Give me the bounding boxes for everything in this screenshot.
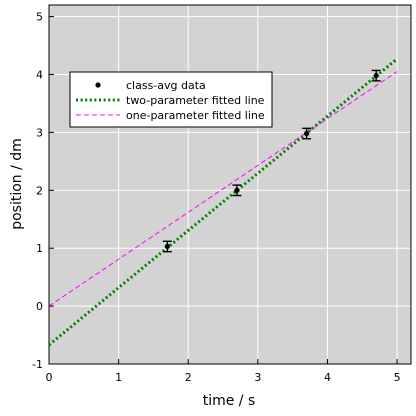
y-tick-label: 5	[36, 11, 43, 24]
y-tick-label: 0	[36, 300, 43, 313]
y-tick-label: 2	[36, 184, 43, 197]
legend-marker	[95, 82, 101, 88]
x-tick-label: 4	[324, 371, 331, 384]
fit-line	[48, 71, 398, 307]
legend-label: one-parameter fitted line	[126, 109, 265, 122]
y-axis-title: position / dm	[9, 138, 25, 230]
x-tick-label: 5	[394, 371, 401, 384]
y-tick-label: -1	[32, 358, 43, 371]
fit-line	[48, 57, 399, 347]
x-tick-label: 1	[115, 371, 122, 384]
x-tick-label: 3	[254, 371, 261, 384]
axes-frame	[48, 4, 412, 365]
x-axis-title: time / s	[203, 393, 256, 409]
x-tick-label: 2	[185, 371, 192, 384]
y-tick-label: 4	[36, 68, 43, 81]
data-point	[303, 130, 310, 137]
legend: class-avg data two-parameter fitted line o…	[69, 71, 273, 128]
x-tick-label: 0	[46, 371, 53, 384]
plot-area	[48, 4, 412, 365]
y-tick-label: 3	[36, 126, 43, 139]
data-point	[164, 243, 170, 250]
legend-label: two-parameter fitted line	[126, 94, 265, 107]
legend-label: class-avg data	[126, 79, 206, 92]
y-tick-label: 1	[36, 242, 43, 255]
data-point	[373, 73, 379, 79]
data-point	[234, 187, 240, 193]
